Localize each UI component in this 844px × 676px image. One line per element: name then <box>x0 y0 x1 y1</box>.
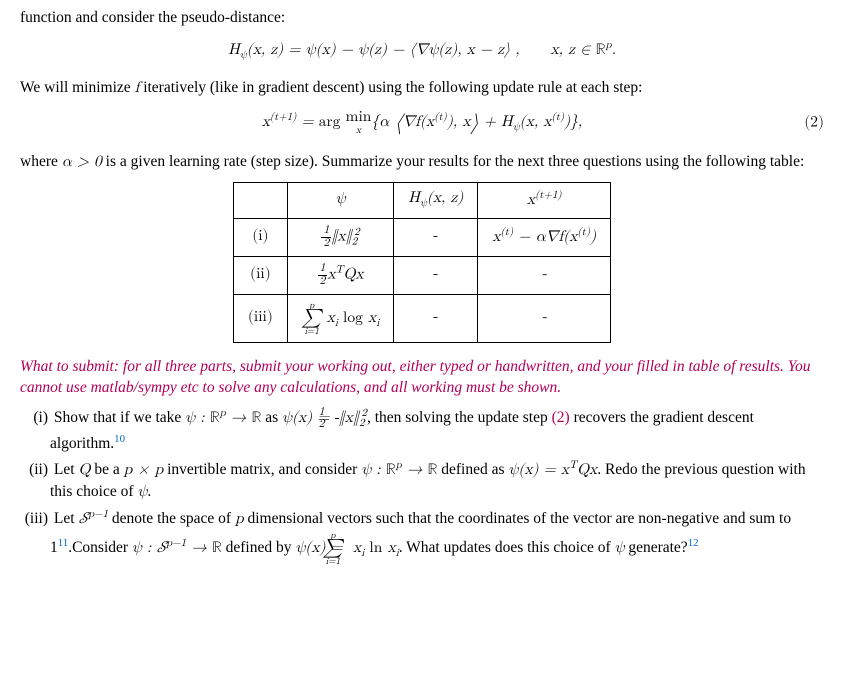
table-header-row: ψ Hψ(x, z) x(t+1) <box>233 183 610 219</box>
col-h: Hψ(x, z) <box>394 183 478 219</box>
part-label: (iii) <box>20 509 48 530</box>
row-psi: 12‖x‖22 <box>287 219 393 257</box>
submission-note: What to submit: for all three parts, sub… <box>20 357 824 399</box>
row-h: - <box>394 257 478 294</box>
part-iii: (iii) Let 𝒮p−1 denote the space of p dim… <box>20 508 824 566</box>
row-label: (ii) <box>233 257 287 294</box>
table-row: (i) 12‖x‖22 - x(t) − α∇f(x(t)) <box>233 219 610 257</box>
col-xnext: x(t+1) <box>478 183 611 219</box>
row-xnext: - <box>478 294 611 342</box>
row-psi: 12xTQx <box>287 257 393 294</box>
intro-para-1: function and consider the pseudo-distanc… <box>20 8 824 29</box>
intro-para-2: We will minimize f iteratively (like in … <box>20 78 824 100</box>
part-i-text: Show that if we take ψ : ℝp → ℝ as ψ(x) … <box>50 409 754 452</box>
col-blank <box>233 183 287 219</box>
part-ii: (ii) Let Q be a p × p invertible matrix,… <box>20 459 824 504</box>
row-h: - <box>394 219 478 257</box>
table-row: (iii) p∑i=1 xi log xi - - <box>233 294 610 342</box>
part-label: (i) <box>20 408 48 429</box>
parts-list: (i) Show that if we take ψ : ℝp → ℝ as ψ… <box>20 407 824 567</box>
part-ii-text: Let Q be a p × p invertible matrix, and … <box>50 461 806 500</box>
col-psi: ψ <box>287 183 393 219</box>
row-xnext: - <box>478 257 611 294</box>
part-iii-text: Let 𝒮p−1 denote the space of p dimension… <box>50 510 791 556</box>
part-i: (i) Show that if we take ψ : ℝp → ℝ as ψ… <box>20 407 824 455</box>
intro-para-3: where α > 0 is a given learning rate (st… <box>20 152 824 174</box>
row-label: (i) <box>233 219 287 257</box>
row-psi: p∑i=1 xi log xi <box>287 294 393 342</box>
equation-2-body: x(t+1) = arg minx{α ⟨∇f(x(t)), x⟩ + Hψ(x… <box>262 115 583 130</box>
row-xnext: x(t) − α∇f(x(t)) <box>478 219 611 257</box>
equation-2-number: (2) <box>804 114 824 135</box>
equation-1: Hψ(x, z) = ψ(x) − ψ(z) − ⟨∇ψ(z), x − z⟩ … <box>20 39 824 64</box>
row-h: - <box>394 294 478 342</box>
equation-2: x(t+1) = arg minx{α ⟨∇f(x(t)), x⟩ + Hψ(x… <box>20 110 824 139</box>
part-label: (ii) <box>20 460 48 481</box>
row-label: (iii) <box>233 294 287 342</box>
results-table: ψ Hψ(x, z) x(t+1) (i) 12‖x‖22 - x(t) − α… <box>233 182 611 343</box>
table-row: (ii) 12xTQx - - <box>233 257 610 294</box>
